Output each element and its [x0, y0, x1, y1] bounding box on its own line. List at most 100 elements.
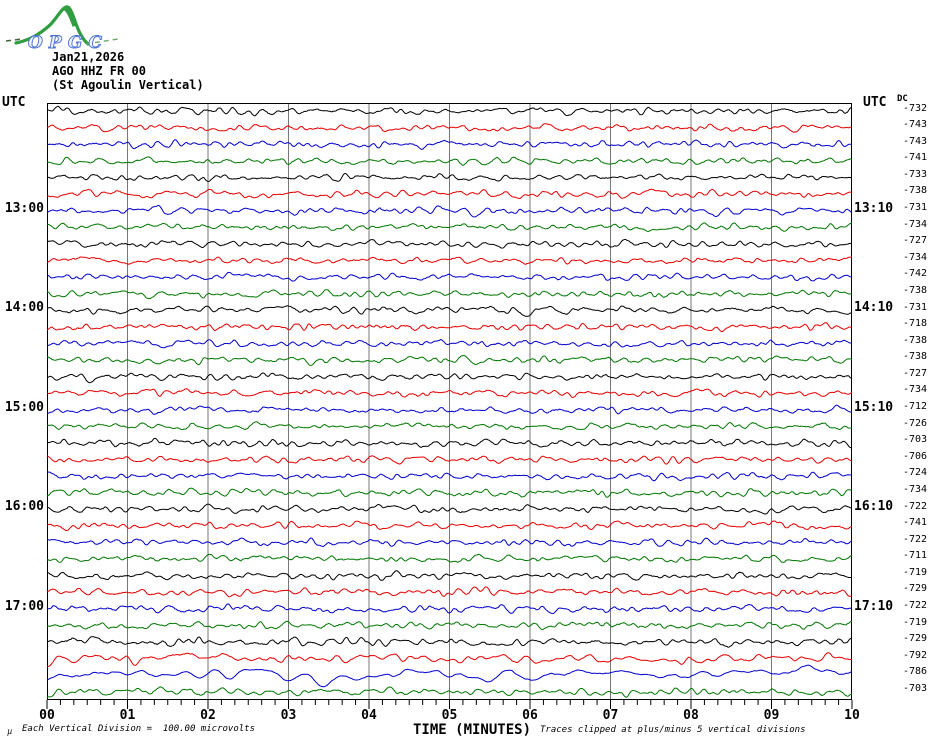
dc-value: -741: [903, 517, 928, 529]
dc-value: -722: [903, 500, 928, 512]
seismogram-plot: [46, 103, 853, 700]
seismic-trace-16-20: [46, 537, 853, 548]
utc-left-label: UTC: [2, 95, 26, 110]
seismic-trace-13-30: [46, 256, 853, 265]
seismic-trace-12-30: [46, 156, 852, 166]
dc-column-header: DC: [897, 94, 908, 104]
seismic-trace-12-20: [46, 139, 853, 150]
seismic-trace-16-40: [47, 570, 853, 581]
x-axis-title: TIME (MINUTES): [413, 722, 532, 738]
left-hour-label: 17:00: [4, 598, 44, 614]
seismic-trace-13-10: [46, 222, 853, 233]
dc-value: -724: [903, 467, 928, 479]
left-hour-label: 15:00: [4, 399, 44, 415]
header-station-code: AGO HHZ FR 00: [52, 64, 146, 78]
seismic-trace-15-20: [46, 437, 853, 449]
right-hour-label: 13:10: [854, 200, 894, 216]
dc-value: -727: [903, 367, 928, 379]
dc-value: -743: [903, 119, 928, 131]
seismic-trace-17-10: [46, 620, 853, 631]
x-tick-label: 04: [361, 708, 377, 723]
right-hour-label: 14:10: [854, 300, 894, 315]
seismic-trace-17-00: [46, 603, 853, 615]
dc-value: -738: [903, 185, 928, 197]
dc-value: -729: [903, 583, 928, 595]
dc-value: -722: [903, 600, 928, 611]
utc-right-label: UTC: [863, 95, 887, 110]
seismic-trace-17-40: [46, 664, 853, 688]
logo-left-dash: [5, 38, 23, 42]
dc-value: -738: [903, 351, 928, 363]
dc-value: -719: [903, 566, 928, 578]
clip-note: Traces clipped at plus/minus 5 vertical …: [540, 725, 806, 735]
dc-value: -742: [903, 268, 928, 280]
header-date: Jan21,2026: [52, 50, 125, 64]
dc-value: -734: [903, 218, 928, 230]
seismic-trace-14-30: [46, 355, 853, 366]
seismic-trace-12-00: [46, 105, 853, 117]
dc-value: -734: [903, 384, 928, 396]
seismic-trace-13-50: [46, 289, 852, 300]
mu-glyph: µ: [7, 727, 13, 736]
logo-mountain-thick: [63, 5, 78, 27]
x-tick-label: 09: [763, 708, 780, 723]
right-hour-label: 16:10: [854, 499, 894, 514]
dc-value: -712: [903, 401, 928, 412]
x-tick-label: 03: [280, 708, 297, 723]
left-hour-label: 13:00: [4, 200, 44, 216]
seismic-trace-16-30: [46, 553, 853, 563]
x-tick-label: 07: [602, 708, 619, 723]
dc-value: -718: [903, 318, 928, 330]
seismic-trace-12-40: [46, 172, 853, 183]
x-tick-label: 10: [844, 708, 860, 723]
right-hour-label: 15:10: [854, 399, 894, 415]
seismic-trace-15-00: [46, 404, 853, 415]
seismic-trace-15-30: [46, 455, 853, 465]
seismic-trace-15-10: [46, 421, 853, 431]
seismic-trace-13-00: [46, 204, 853, 218]
x-tick-label: 02: [200, 708, 216, 723]
dc-value: -738: [903, 284, 928, 296]
dc-value: -726: [903, 417, 928, 429]
dc-value: -792: [903, 649, 928, 661]
x-tick-label: 01: [119, 708, 136, 723]
dc-value: -722: [903, 533, 928, 545]
dc-value: -703: [903, 434, 928, 446]
dc-value: -734: [903, 251, 928, 263]
seismic-trace-17-20: [46, 636, 853, 648]
dc-value: -711: [903, 550, 928, 562]
seismic-trace-15-40: [46, 471, 853, 482]
x-tick-label: 00: [39, 708, 55, 723]
header-station-name: (St Agoulin Vertical): [52, 78, 204, 92]
x-tick-label: 06: [522, 708, 538, 723]
seismic-trace-17-30: [46, 652, 852, 668]
right-hour-label: 17:10: [854, 598, 894, 614]
plot-frame: [47, 103, 852, 700]
x-axis-ticks: [46, 700, 853, 709]
seismic-trace-17-50: [47, 686, 853, 698]
dc-value: -786: [903, 666, 928, 678]
seismic-trace-14-00: [46, 305, 853, 317]
seismic-trace-13-40: [46, 271, 853, 282]
seismic-trace-12-50: [47, 188, 853, 200]
dc-value: -719: [903, 616, 928, 628]
seismic-trace-14-20: [47, 339, 853, 349]
x-tick-label: 05: [441, 708, 458, 723]
dc-value: -729: [903, 633, 928, 645]
dc-value: -733: [903, 168, 928, 180]
seismic-trace-12-10: [47, 123, 852, 133]
seismic-trace-14-10: [46, 322, 852, 333]
seismic-trace-16-50: [46, 586, 853, 598]
dc-value: -738: [903, 334, 928, 346]
dc-value: -727: [903, 235, 928, 247]
left-hour-label: 14:00: [4, 300, 44, 315]
seismic-trace-14-50: [47, 388, 853, 399]
x-tick-label: 08: [683, 708, 699, 723]
dc-value: -731: [903, 202, 928, 213]
seismic-trace-16-10: [46, 520, 853, 531]
dc-value: -706: [903, 450, 928, 462]
seismic-trace-16-00: [46, 503, 853, 515]
seismic-trace-15-50: [46, 487, 853, 498]
dc-value: -743: [903, 135, 928, 147]
dc-value: -731: [903, 301, 928, 313]
